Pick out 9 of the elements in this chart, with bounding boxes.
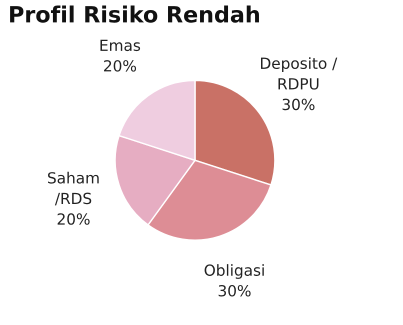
data-label: 30% — [282, 98, 315, 110]
chart-title: Profil Risiko Rendah — [10, 5, 259, 23]
slice-label: Obligasi — [204, 264, 264, 279]
data-label: 20% — [58, 213, 90, 225]
slice-label: Deposito / RDPU — [261, 57, 338, 90]
data-label: 30% — [218, 284, 251, 297]
slice-label: Saham /RDS — [48, 172, 99, 206]
slice-label: Emas — [100, 40, 140, 52]
data-label: 20% — [104, 60, 136, 72]
